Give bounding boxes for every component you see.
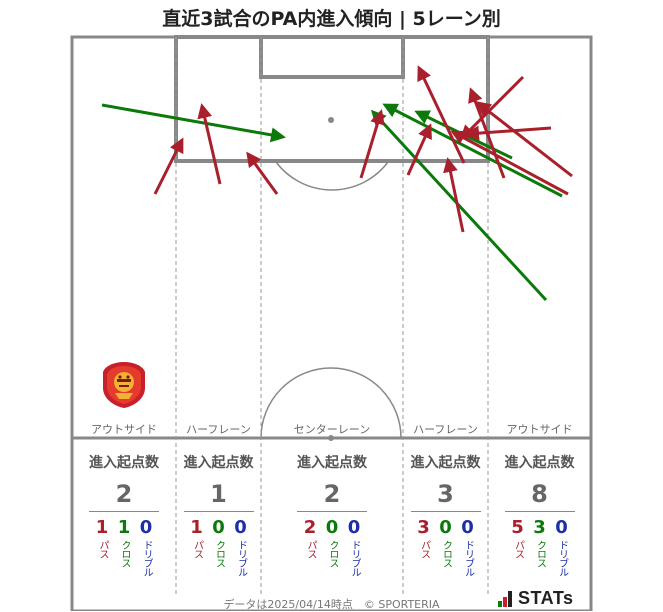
pass-label: パス [191, 540, 203, 558]
cross-count: 1 [117, 517, 131, 538]
pass-arrow [443, 157, 465, 233]
entry-count-label: 進入起点数 [89, 455, 159, 471]
lane-name-outside-left: アウトサイド [91, 423, 157, 436]
entry-count-label: 進入起点数 [410, 455, 481, 471]
lane-name-halfspace-left: ハーフレーン [186, 423, 251, 436]
cross-count: 0 [212, 517, 225, 538]
center-circle [260, 367, 402, 439]
cross-arrows [101, 103, 563, 302]
lane-stats-column: 進入起点数 2 1 パス 1 クロス 0 ドリブル [72, 452, 176, 576]
chart-title: 直近3試合のPA内進入傾向 | 5レーン別 [162, 8, 501, 30]
entry-count-total: 3 [437, 480, 454, 508]
center-spot [328, 435, 334, 441]
lane-stats-column: 進入起点数 2 2 パス 0 クロス 0 ドリブル [261, 452, 403, 576]
pass-count: 1 [190, 517, 203, 538]
data-source-footer: データは2025/04/14時点 © SPORTERIA [223, 598, 440, 611]
divider [297, 511, 367, 512]
pass-arrow [406, 123, 432, 176]
divider [504, 511, 575, 512]
lane-name-halfspace-right: ハーフレーン [413, 423, 478, 436]
divider [89, 511, 159, 512]
dribble-count: 0 [461, 517, 474, 538]
brand-text: STATs [518, 588, 574, 608]
divider [183, 511, 254, 512]
club-crest-icon [103, 362, 145, 408]
entry-count-total: 2 [323, 480, 341, 508]
pass-label: パス [512, 540, 524, 558]
pass-label: パス [305, 540, 316, 558]
cross-label: クロス [440, 540, 452, 567]
lane-stats-column: 進入起点数 8 5 パス 3 クロス 0 ドリブル [488, 452, 591, 576]
pass-arrow [459, 75, 525, 141]
pass-count: 1 [95, 517, 109, 538]
pass-arrows [153, 65, 573, 233]
dribble-count: 0 [347, 517, 361, 538]
dribble-label: ドリブル [349, 540, 360, 576]
entry-count-label: 進入起点数 [297, 455, 367, 471]
cross-count: 0 [439, 517, 452, 538]
pass-count: 3 [417, 517, 430, 538]
pass-arrow [475, 101, 573, 178]
dribble-label: ドリブル [141, 540, 152, 576]
cross-arrow [370, 109, 548, 302]
pass-count: 2 [303, 517, 317, 538]
dribble-count: 0 [139, 517, 153, 538]
entry-count-label: 進入起点数 [504, 455, 575, 471]
dribble-label: ドリブル [556, 540, 568, 576]
cross-count: 0 [325, 517, 339, 538]
dribble-count: 0 [234, 517, 247, 538]
pass-count: 5 [511, 517, 524, 538]
pass-label: パス [97, 540, 108, 558]
cross-label: クロス [213, 540, 225, 567]
pass-label: パス [418, 540, 430, 558]
lane-name-center: センターレーン [293, 423, 371, 436]
pass-arrow [359, 109, 385, 179]
entry-count-label: 進入起点数 [183, 455, 254, 471]
lane-name-outside-right: アウトサイド [506, 423, 573, 436]
brand-logo: STATs [498, 588, 574, 609]
dribble-label: ドリブル [235, 540, 247, 576]
divider [410, 511, 481, 512]
cross-count: 3 [533, 517, 546, 538]
lane-stats-column: 進入起点数 3 3 パス 0 クロス 0 ドリブル [403, 452, 488, 576]
penalty-area [174, 35, 490, 163]
pass-arrow [246, 151, 279, 195]
goal-area [259, 35, 405, 79]
pass-arrow [450, 130, 569, 196]
penalty-spot [328, 117, 334, 123]
entry-count-total: 1 [210, 480, 227, 508]
lane-stats-column: 進入起点数 1 1 パス 0 クロス 0 ドリブル [176, 452, 261, 576]
cross-arrow [101, 103, 286, 143]
entry-count-total: 2 [115, 480, 133, 508]
dribble-count: 0 [555, 517, 568, 538]
pass-arrow [417, 65, 466, 164]
cross-label: クロス [119, 540, 130, 567]
cross-label: クロス [534, 540, 546, 567]
cross-label: クロス [327, 540, 338, 567]
pass-arrow [197, 103, 222, 185]
dribble-label: ドリブル [462, 540, 474, 576]
pass-arrow [153, 137, 184, 195]
stats-logo-icon [498, 590, 514, 607]
penalty-arc [275, 161, 389, 191]
entry-count-total: 8 [531, 480, 548, 508]
pass-arrow [464, 125, 552, 141]
cross-arrow [382, 103, 563, 198]
